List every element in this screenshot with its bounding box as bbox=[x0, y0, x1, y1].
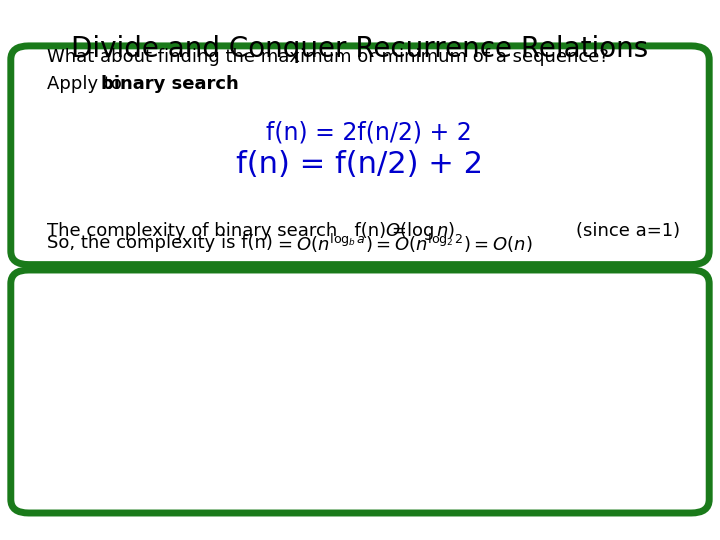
Text: (since a=1): (since a=1) bbox=[576, 222, 680, 240]
Text: f(n) = 2f(n/2) + 2: f(n) = 2f(n/2) + 2 bbox=[266, 120, 472, 144]
Text: binary search: binary search bbox=[101, 75, 238, 93]
Text: The complexity of binary search   f(n) =: The complexity of binary search f(n) = bbox=[47, 222, 413, 240]
Text: Apply to: Apply to bbox=[47, 75, 127, 93]
Text: What about finding the maximum or minimum of a sequence?: What about finding the maximum or minimu… bbox=[47, 48, 608, 66]
Text: $O(\log n)$: $O(\log n)$ bbox=[385, 220, 456, 242]
Text: So, the complexity is f(n): So, the complexity is f(n) bbox=[47, 234, 273, 252]
Text: Divide and Conquer Recurrence Relations: Divide and Conquer Recurrence Relations bbox=[71, 35, 649, 63]
Text: $= O(n^{\log_b a}) = O(n^{\log_2 2}) = O(n)$: $= O(n^{\log_b a}) = O(n^{\log_2 2}) = O… bbox=[274, 232, 532, 254]
Text: f(n) = f(n/2) + 2: f(n) = f(n/2) + 2 bbox=[236, 150, 484, 179]
